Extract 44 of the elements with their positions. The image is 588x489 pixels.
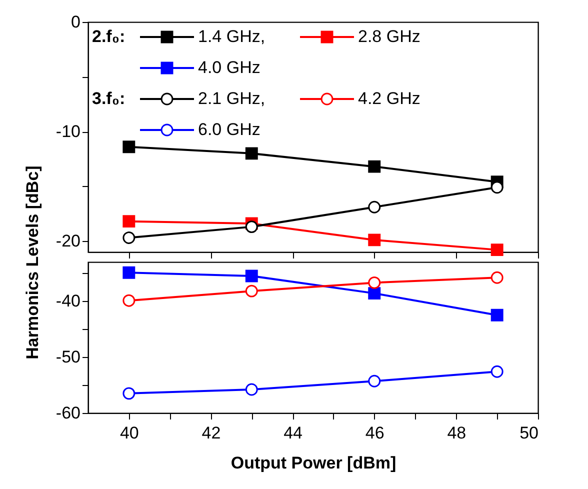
annotation: 3.f₀: — [92, 89, 126, 108]
x-tick-label: 50 — [520, 424, 538, 442]
point — [245, 383, 258, 396]
legend-label: 6.0 GHz — [198, 120, 260, 139]
y-tick-label: -60 — [56, 404, 80, 422]
y-tick-label: -10 — [56, 122, 80, 142]
point — [490, 365, 504, 378]
point — [122, 215, 136, 228]
y-axis-title: Harmonics Levels [dBc] — [22, 166, 42, 360]
x-tick-label: 44 — [284, 424, 303, 442]
point — [368, 200, 381, 214]
x-tick-label: 46 — [365, 424, 384, 442]
x-tick-label: 48 — [447, 424, 466, 442]
point — [245, 220, 258, 234]
y-tick-label: -40 — [56, 292, 80, 311]
x-tick-label: 40 — [120, 424, 139, 442]
point — [122, 294, 136, 307]
legend-label: 1.4 GHz, — [198, 27, 266, 46]
point — [245, 147, 258, 160]
point — [368, 276, 381, 289]
point — [122, 387, 136, 400]
x-tick-label: 42 — [202, 424, 221, 442]
y-tick-label: 0 — [71, 12, 80, 32]
legend-label: 4.0 GHz — [198, 58, 260, 77]
annotation: 2.f₀: — [92, 27, 126, 46]
point — [368, 234, 381, 246]
legend-label: 4.2 GHz — [358, 89, 420, 108]
point — [245, 270, 258, 282]
point — [490, 271, 504, 284]
point — [490, 244, 504, 256]
y-tick-label: -20 — [56, 232, 80, 251]
point — [122, 266, 136, 279]
point — [490, 308, 504, 322]
y-tick-label: -50 — [56, 348, 80, 367]
point — [122, 140, 136, 154]
legend-label: 2.8 GHz — [358, 27, 420, 46]
point — [368, 160, 381, 173]
point — [490, 181, 504, 194]
legend-label: 2.1 GHz, — [198, 89, 266, 108]
x-axis-title: Output Power [dBm] — [230, 454, 396, 472]
point — [245, 284, 258, 298]
point — [368, 374, 381, 388]
point — [368, 287, 381, 300]
point — [122, 232, 136, 244]
